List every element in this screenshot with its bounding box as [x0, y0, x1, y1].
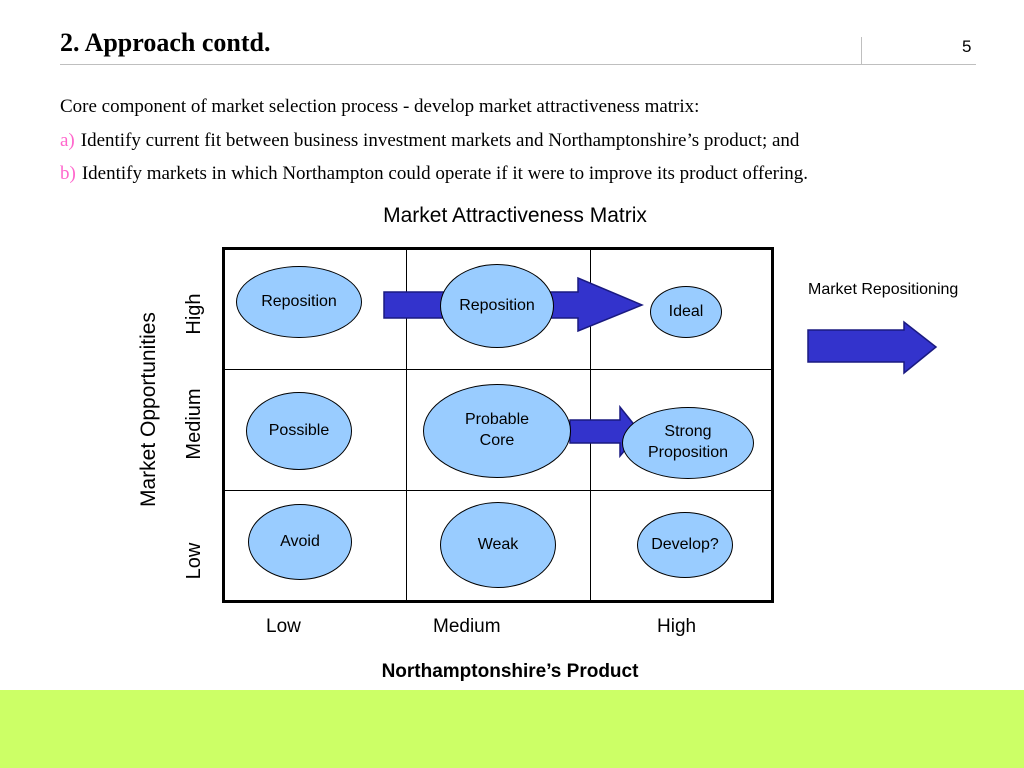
row-label-medium: Medium	[183, 388, 205, 460]
grid-line-h1	[225, 369, 771, 370]
cell-high-low-label: Reposition	[261, 292, 337, 310]
title-divider-tick	[861, 37, 862, 65]
bullet-a-text: Identify current fit between business in…	[80, 130, 800, 151]
market-repositioning-arrow	[807, 320, 938, 375]
intro-text: Core component of market selection proce…	[60, 96, 700, 117]
cell-high-medium: Reposition	[440, 264, 554, 348]
cell-low-high-label: Develop?	[651, 535, 719, 553]
column-label-medium: Medium	[433, 616, 501, 637]
page-number: 5	[962, 37, 972, 56]
cell-medium-medium: Probable Core	[423, 384, 571, 478]
bullet-b: b) Identify markets in which Northampton …	[60, 163, 808, 185]
row-label-high: High	[183, 293, 205, 335]
footer-band	[0, 690, 1024, 768]
cell-medium-low-label: Possible	[268, 421, 330, 439]
cell-low-medium: Weak	[440, 502, 556, 588]
bullet-b-text: Identify markets in which Northampton co…	[81, 163, 809, 184]
cell-low-high: Develop?	[637, 512, 733, 578]
title-divider	[60, 64, 976, 65]
cell-high-high: Ideal	[650, 286, 722, 338]
cell-medium-high: Strong Proposition	[622, 407, 754, 479]
bullet-a: a) Identify current fit between business …	[60, 130, 799, 152]
bullet-a-marker: a)	[60, 130, 75, 151]
cell-low-low-label: Avoid	[280, 532, 320, 550]
x-axis-title: Northamptonshire’s Product	[381, 661, 639, 682]
cell-high-high-label: Ideal	[668, 302, 704, 320]
grid-line-h2	[225, 490, 771, 491]
matrix-title: Market Attractiveness Matrix	[383, 204, 647, 227]
bullet-b-marker: b)	[60, 163, 76, 184]
row-label-low: Low	[183, 542, 205, 580]
y-axis-title: Market Opportunities	[137, 312, 160, 507]
cell-medium-medium-label: Probable Core	[464, 411, 530, 449]
market-repositioning-label: Market Repositioning	[808, 281, 959, 298]
grid-line-v2	[590, 250, 591, 600]
grid-line-v1	[406, 250, 407, 600]
cell-low-low: Avoid	[248, 504, 352, 580]
column-label-low: Low	[266, 616, 301, 637]
cell-high-medium-label: Reposition	[459, 296, 535, 314]
column-label-high: High	[657, 616, 697, 637]
cell-medium-high-label: Strong Proposition	[647, 423, 729, 461]
cell-high-low: Reposition	[236, 266, 362, 338]
cell-low-medium-label: Weak	[477, 535, 519, 553]
slide-title: 2. Approach contd.	[60, 28, 271, 57]
cell-medium-low: Possible	[246, 392, 352, 470]
